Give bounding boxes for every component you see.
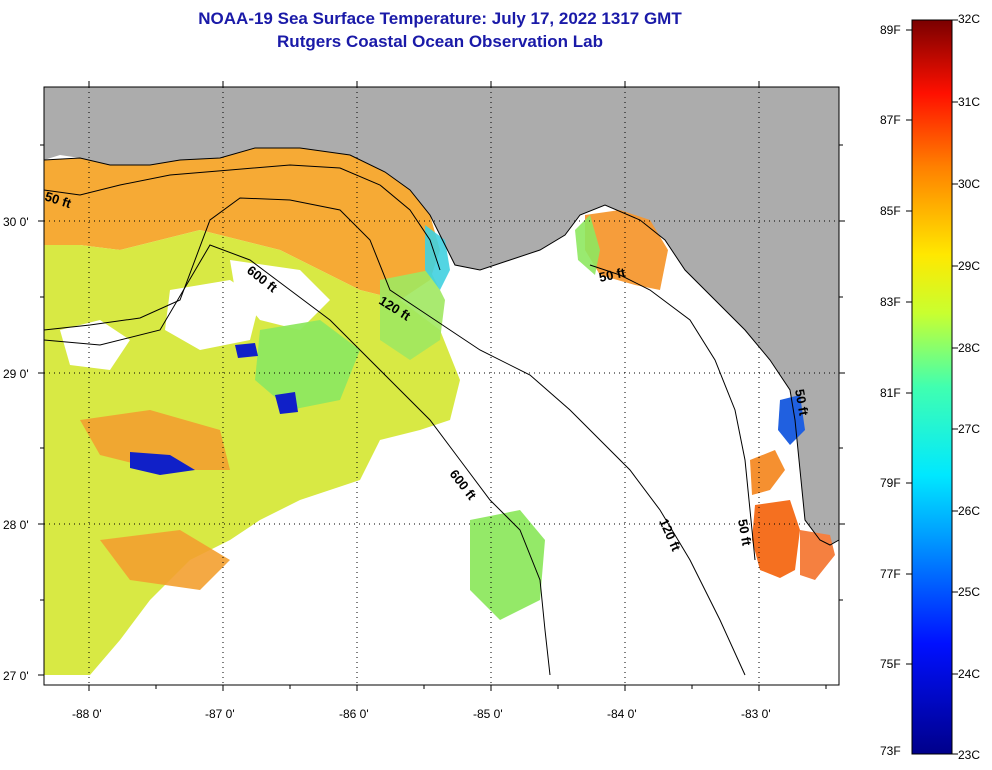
colorbar-label-c: 24C bbox=[958, 667, 981, 681]
sst-fl-coast bbox=[752, 500, 800, 578]
cloud-patch-4 bbox=[280, 545, 380, 630]
sst-fl-coast-north bbox=[750, 450, 785, 495]
colorbar bbox=[911, 19, 953, 755]
sst-cold-spot-3 bbox=[235, 343, 258, 358]
sst-green-patch-2 bbox=[470, 510, 545, 620]
colorbar-label-f: 89F bbox=[880, 23, 901, 37]
contour-600ft bbox=[43, 244, 551, 676]
sst-coastal-green bbox=[380, 270, 445, 360]
contour-120ft bbox=[43, 197, 746, 676]
sst-apalachee-edge bbox=[575, 215, 600, 275]
tick-marks bbox=[38, 81, 845, 691]
land-area bbox=[44, 87, 839, 545]
contour-label-50ft-fl: 50 ft bbox=[735, 518, 755, 548]
colorbar-label-c: 29C bbox=[958, 259, 981, 273]
lat-label: 28 0' bbox=[3, 518, 29, 532]
title-line-1: NOAA-19 Sea Surface Temperature: July 17… bbox=[198, 9, 682, 28]
sst-coastal-cyan bbox=[425, 225, 450, 290]
colorbar-label-c: 23C bbox=[958, 748, 981, 762]
colorbar-label-f: 83F bbox=[880, 295, 901, 309]
sst-warm-streak-1 bbox=[80, 410, 230, 470]
colorbar-label-c: 31C bbox=[958, 95, 981, 109]
lat-label: 29 0' bbox=[3, 367, 29, 381]
colorbar-label-f: 73F bbox=[880, 744, 901, 758]
colorbar-label-f: 87F bbox=[880, 113, 901, 127]
colorbar-label-f: 85F bbox=[880, 204, 901, 218]
cloud-patch-2 bbox=[230, 260, 330, 330]
contour-label-50ft-bay: 50 ft bbox=[598, 265, 628, 285]
coastline bbox=[43, 147, 840, 546]
sst-warm-streak-2 bbox=[100, 530, 230, 590]
cloud-patch-5 bbox=[130, 610, 240, 675]
colorbar-label-c: 25C bbox=[958, 585, 981, 599]
lon-label: -87 0' bbox=[205, 707, 235, 721]
lon-label: -84 0' bbox=[607, 707, 637, 721]
contour-label-50ft-coast: 50 ft bbox=[792, 388, 812, 418]
sst-green-patch-1 bbox=[255, 320, 360, 410]
colorbar-label-f: 75F bbox=[880, 657, 901, 671]
sst-warm-north bbox=[44, 148, 440, 300]
sst-fl-bay bbox=[800, 530, 835, 580]
lon-label: -86 0' bbox=[339, 707, 369, 721]
colorbar-label-c: 27C bbox=[958, 422, 981, 436]
lon-label: -85 0' bbox=[473, 707, 503, 721]
colorbar-label-c: 28C bbox=[958, 341, 981, 355]
colorbar-label-c: 30C bbox=[958, 177, 981, 191]
colorbar-label-c: 32C bbox=[958, 12, 981, 26]
contour-50ft bbox=[43, 164, 441, 271]
lon-label: -88 0' bbox=[72, 707, 102, 721]
sst-cold-spot-1 bbox=[130, 452, 195, 475]
sst-fl-coast-blue bbox=[778, 395, 805, 445]
lat-label: 30 0' bbox=[3, 215, 29, 229]
colorbar-label-f: 79F bbox=[880, 476, 901, 490]
lon-label: -83 0' bbox=[741, 707, 771, 721]
colorbar-ticks bbox=[906, 19, 958, 755]
title-line-2: Rutgers Coastal Ocean Observation Lab bbox=[277, 32, 603, 51]
sst-cold-spot-2 bbox=[275, 392, 298, 414]
cloud-patch-1 bbox=[165, 280, 260, 350]
map-border bbox=[43, 86, 840, 686]
contour-50ft-fl bbox=[589, 264, 756, 561]
colorbar-label-f: 77F bbox=[880, 567, 901, 581]
colorbar-label-c: 26C bbox=[958, 504, 981, 518]
colorbar-label-f: 81F bbox=[880, 386, 901, 400]
lat-label: 27 0' bbox=[3, 669, 29, 683]
